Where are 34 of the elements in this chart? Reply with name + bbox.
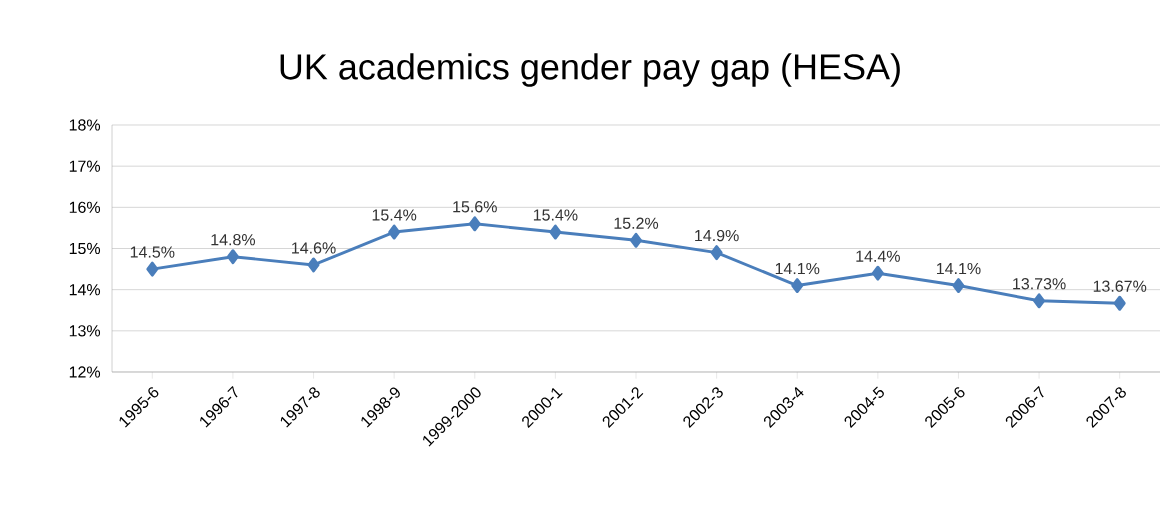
data-label: 15.2% xyxy=(614,217,659,229)
point xyxy=(307,257,320,273)
point xyxy=(1113,295,1126,311)
point xyxy=(468,216,481,232)
point xyxy=(952,278,965,294)
point xyxy=(791,278,804,294)
y-tick-label: 14% xyxy=(69,284,101,296)
data-label: 15.4% xyxy=(372,209,417,221)
point xyxy=(226,249,239,265)
y-tick-label: 13% xyxy=(69,325,101,337)
y-tick-label: 17% xyxy=(69,160,101,172)
y-tick-label: 12% xyxy=(69,366,101,378)
data-label: 13.67% xyxy=(1093,280,1147,292)
data-label: 15.6% xyxy=(453,201,497,213)
data-label: 15.4% xyxy=(533,209,578,221)
y-tick-label: 16% xyxy=(69,201,101,213)
data-label: 14.4% xyxy=(856,250,900,262)
data-label: 14.6% xyxy=(292,242,336,254)
data-label: 14.1% xyxy=(775,262,820,275)
data-label: 14.8% xyxy=(211,234,256,246)
y-tick-label: 15% xyxy=(69,242,101,255)
data-label: 13.73% xyxy=(1013,278,1066,290)
y-tick-label: 18% xyxy=(69,119,101,131)
point xyxy=(146,261,159,277)
data-label: 14.5% xyxy=(130,246,175,258)
chart-title: UK academics gender pay gap (HESA) xyxy=(280,53,900,87)
data-label: 14.1% xyxy=(937,262,981,275)
point xyxy=(549,224,562,240)
point xyxy=(1033,293,1046,309)
point xyxy=(871,265,884,281)
point xyxy=(710,245,723,261)
data-label: 14.9% xyxy=(695,229,739,242)
point xyxy=(630,232,642,248)
point xyxy=(388,224,401,240)
